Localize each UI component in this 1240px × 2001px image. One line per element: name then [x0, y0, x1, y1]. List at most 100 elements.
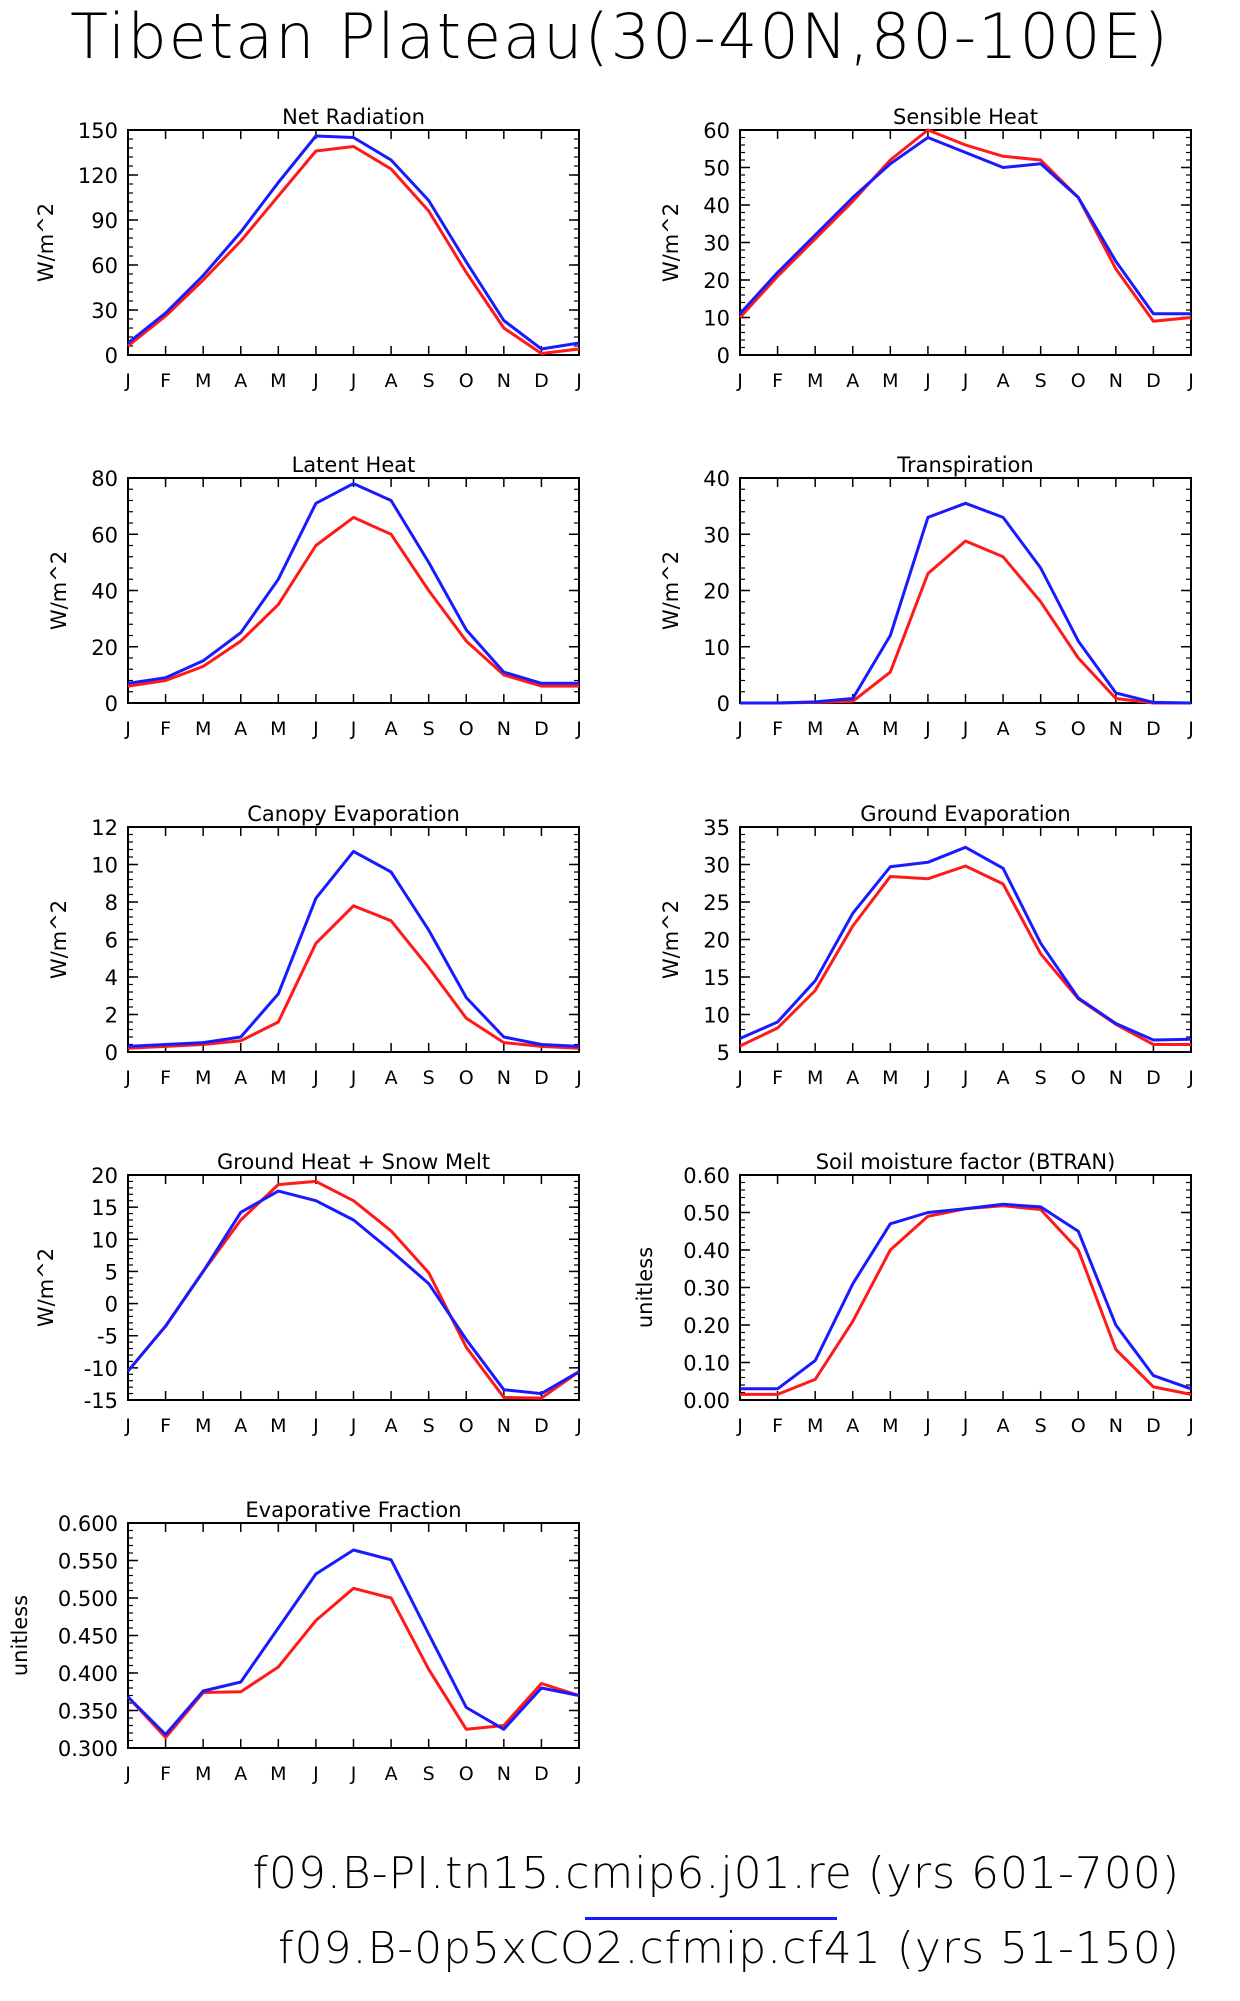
x-tick-label: J	[350, 1067, 357, 1089]
x-tick-label: N	[497, 370, 511, 392]
y-tick-label: 0	[105, 1293, 118, 1317]
x-tick-label: F	[160, 1763, 171, 1785]
x-tick-label: N	[497, 1415, 511, 1437]
y-tick-label: 12	[91, 816, 118, 840]
x-tick-label: O	[1071, 718, 1086, 740]
y-tick-label: 5	[717, 1041, 730, 1065]
y-tick-label: 150	[78, 119, 118, 143]
x-tick-label: J	[350, 370, 357, 392]
x-tick-label: M	[807, 1067, 823, 1089]
plot-frame	[739, 477, 1192, 704]
y-tick-label: 80	[91, 467, 118, 491]
series-line-run1	[740, 1202, 1192, 1391]
x-tick-label: O	[1071, 1067, 1086, 1089]
y-tick-label: 0.50	[683, 1202, 730, 1226]
y-tick-label: 15	[91, 1196, 118, 1220]
x-tick-label: M	[270, 718, 286, 740]
chart-title: Latent Heat	[292, 453, 416, 477]
series-line-run2	[127, 515, 579, 688]
series-line-run1	[739, 845, 1192, 1042]
legend-entry-run1: f09.B-PI.tn15.cmip6.j01.re (yrs 601-700)	[252, 1848, 1180, 1899]
x-tick-label: M	[270, 370, 286, 392]
series-line-run2	[738, 128, 1192, 323]
y-tick-label: 90	[91, 209, 118, 233]
x-tick-label: J	[312, 1415, 319, 1437]
x-tick-label: J	[124, 718, 131, 740]
x-tick-label: O	[1071, 370, 1086, 392]
x-tick-label: J	[124, 370, 131, 392]
plot-frame	[127, 1522, 580, 1749]
x-tick-label: J	[124, 1067, 131, 1089]
x-tick-label: M	[195, 1067, 211, 1089]
y-axis-label: W/m^2	[47, 551, 71, 630]
x-tick-label: M	[270, 1415, 286, 1437]
y-tick-label: 10	[703, 1004, 730, 1028]
x-tick-label: J	[962, 1067, 969, 1089]
y-tick-label: 30	[703, 523, 730, 547]
series-line-run2	[126, 1586, 580, 1739]
x-tick-label: M	[882, 718, 898, 740]
x-tick-label: J	[924, 370, 931, 392]
plot-frame	[127, 129, 580, 356]
x-tick-label: A	[234, 1067, 247, 1089]
y-tick-label: 0	[105, 692, 118, 716]
chart-panel-9: J F M A M J J A S O N D J 0.300 0.350 0.400 0.450 0.500 0.…	[8, 1498, 582, 1785]
y-tick-label: 50	[703, 157, 730, 181]
chart-title: Evaporative Fraction	[245, 1498, 461, 1522]
x-tick-label: J	[575, 718, 582, 740]
series-line-run2	[127, 904, 580, 1050]
y-tick-label: 20	[703, 580, 730, 604]
legend-entry-run2: f09.B-0p5xCO2.cfmip.cf41 (yrs 51-150)	[277, 1923, 1180, 1974]
y-tick-label: 10	[91, 854, 118, 878]
x-tick-label: J	[924, 1415, 931, 1437]
x-tick-label: J	[312, 1067, 319, 1089]
y-tick-label: 0.400	[58, 1662, 118, 1686]
x-tick-label: D	[1146, 370, 1161, 392]
x-tick-label: A	[234, 1763, 247, 1785]
x-tick-label: S	[423, 1067, 435, 1089]
x-tick-label: M	[195, 1415, 211, 1437]
y-tick-label: 20	[703, 929, 730, 953]
y-tick-label: 0.450	[58, 1625, 118, 1649]
x-tick-label: A	[385, 1763, 398, 1785]
x-tick-label: J	[575, 1067, 582, 1089]
x-tick-label: J	[1187, 718, 1194, 740]
series-line-run1	[127, 134, 580, 351]
x-tick-label: F	[772, 1415, 783, 1437]
y-axis-label: W/m^2	[659, 203, 683, 282]
chart-title: Soil moisture factor (BTRAN)	[816, 1150, 1116, 1174]
y-tick-label: 40	[703, 467, 730, 491]
x-tick-label: A	[846, 1067, 859, 1089]
x-tick-label: J	[350, 1763, 357, 1785]
y-tick-label: 2	[105, 1004, 118, 1028]
x-tick-label: J	[1187, 370, 1194, 392]
x-tick-label: N	[497, 1067, 511, 1089]
x-tick-label: S	[1035, 1067, 1047, 1089]
x-tick-label: D	[534, 1067, 549, 1089]
x-tick-label: M	[807, 1415, 823, 1437]
x-tick-label: A	[997, 1415, 1010, 1437]
series-line-run1	[127, 482, 579, 685]
y-tick-label: 10	[703, 307, 730, 331]
x-tick-label: J	[575, 1763, 582, 1785]
y-tick-label: 0.30	[683, 1277, 730, 1301]
y-tick-label: 40	[703, 194, 730, 218]
x-tick-label: A	[997, 1067, 1010, 1089]
x-tick-label: A	[234, 718, 247, 740]
x-tick-label: M	[195, 370, 211, 392]
x-tick-label: A	[846, 718, 859, 740]
y-tick-label: -5	[97, 1325, 118, 1349]
x-tick-label: F	[160, 718, 171, 740]
x-tick-label: F	[160, 1415, 171, 1437]
x-tick-label: M	[807, 718, 823, 740]
y-tick-label: 30	[703, 854, 730, 878]
y-tick-label: 0.60	[683, 1164, 730, 1188]
y-tick-label: 20	[91, 1164, 118, 1188]
x-tick-label: D	[534, 1415, 549, 1437]
series-line-run2	[126, 1179, 580, 1400]
x-tick-label: O	[459, 1415, 474, 1437]
